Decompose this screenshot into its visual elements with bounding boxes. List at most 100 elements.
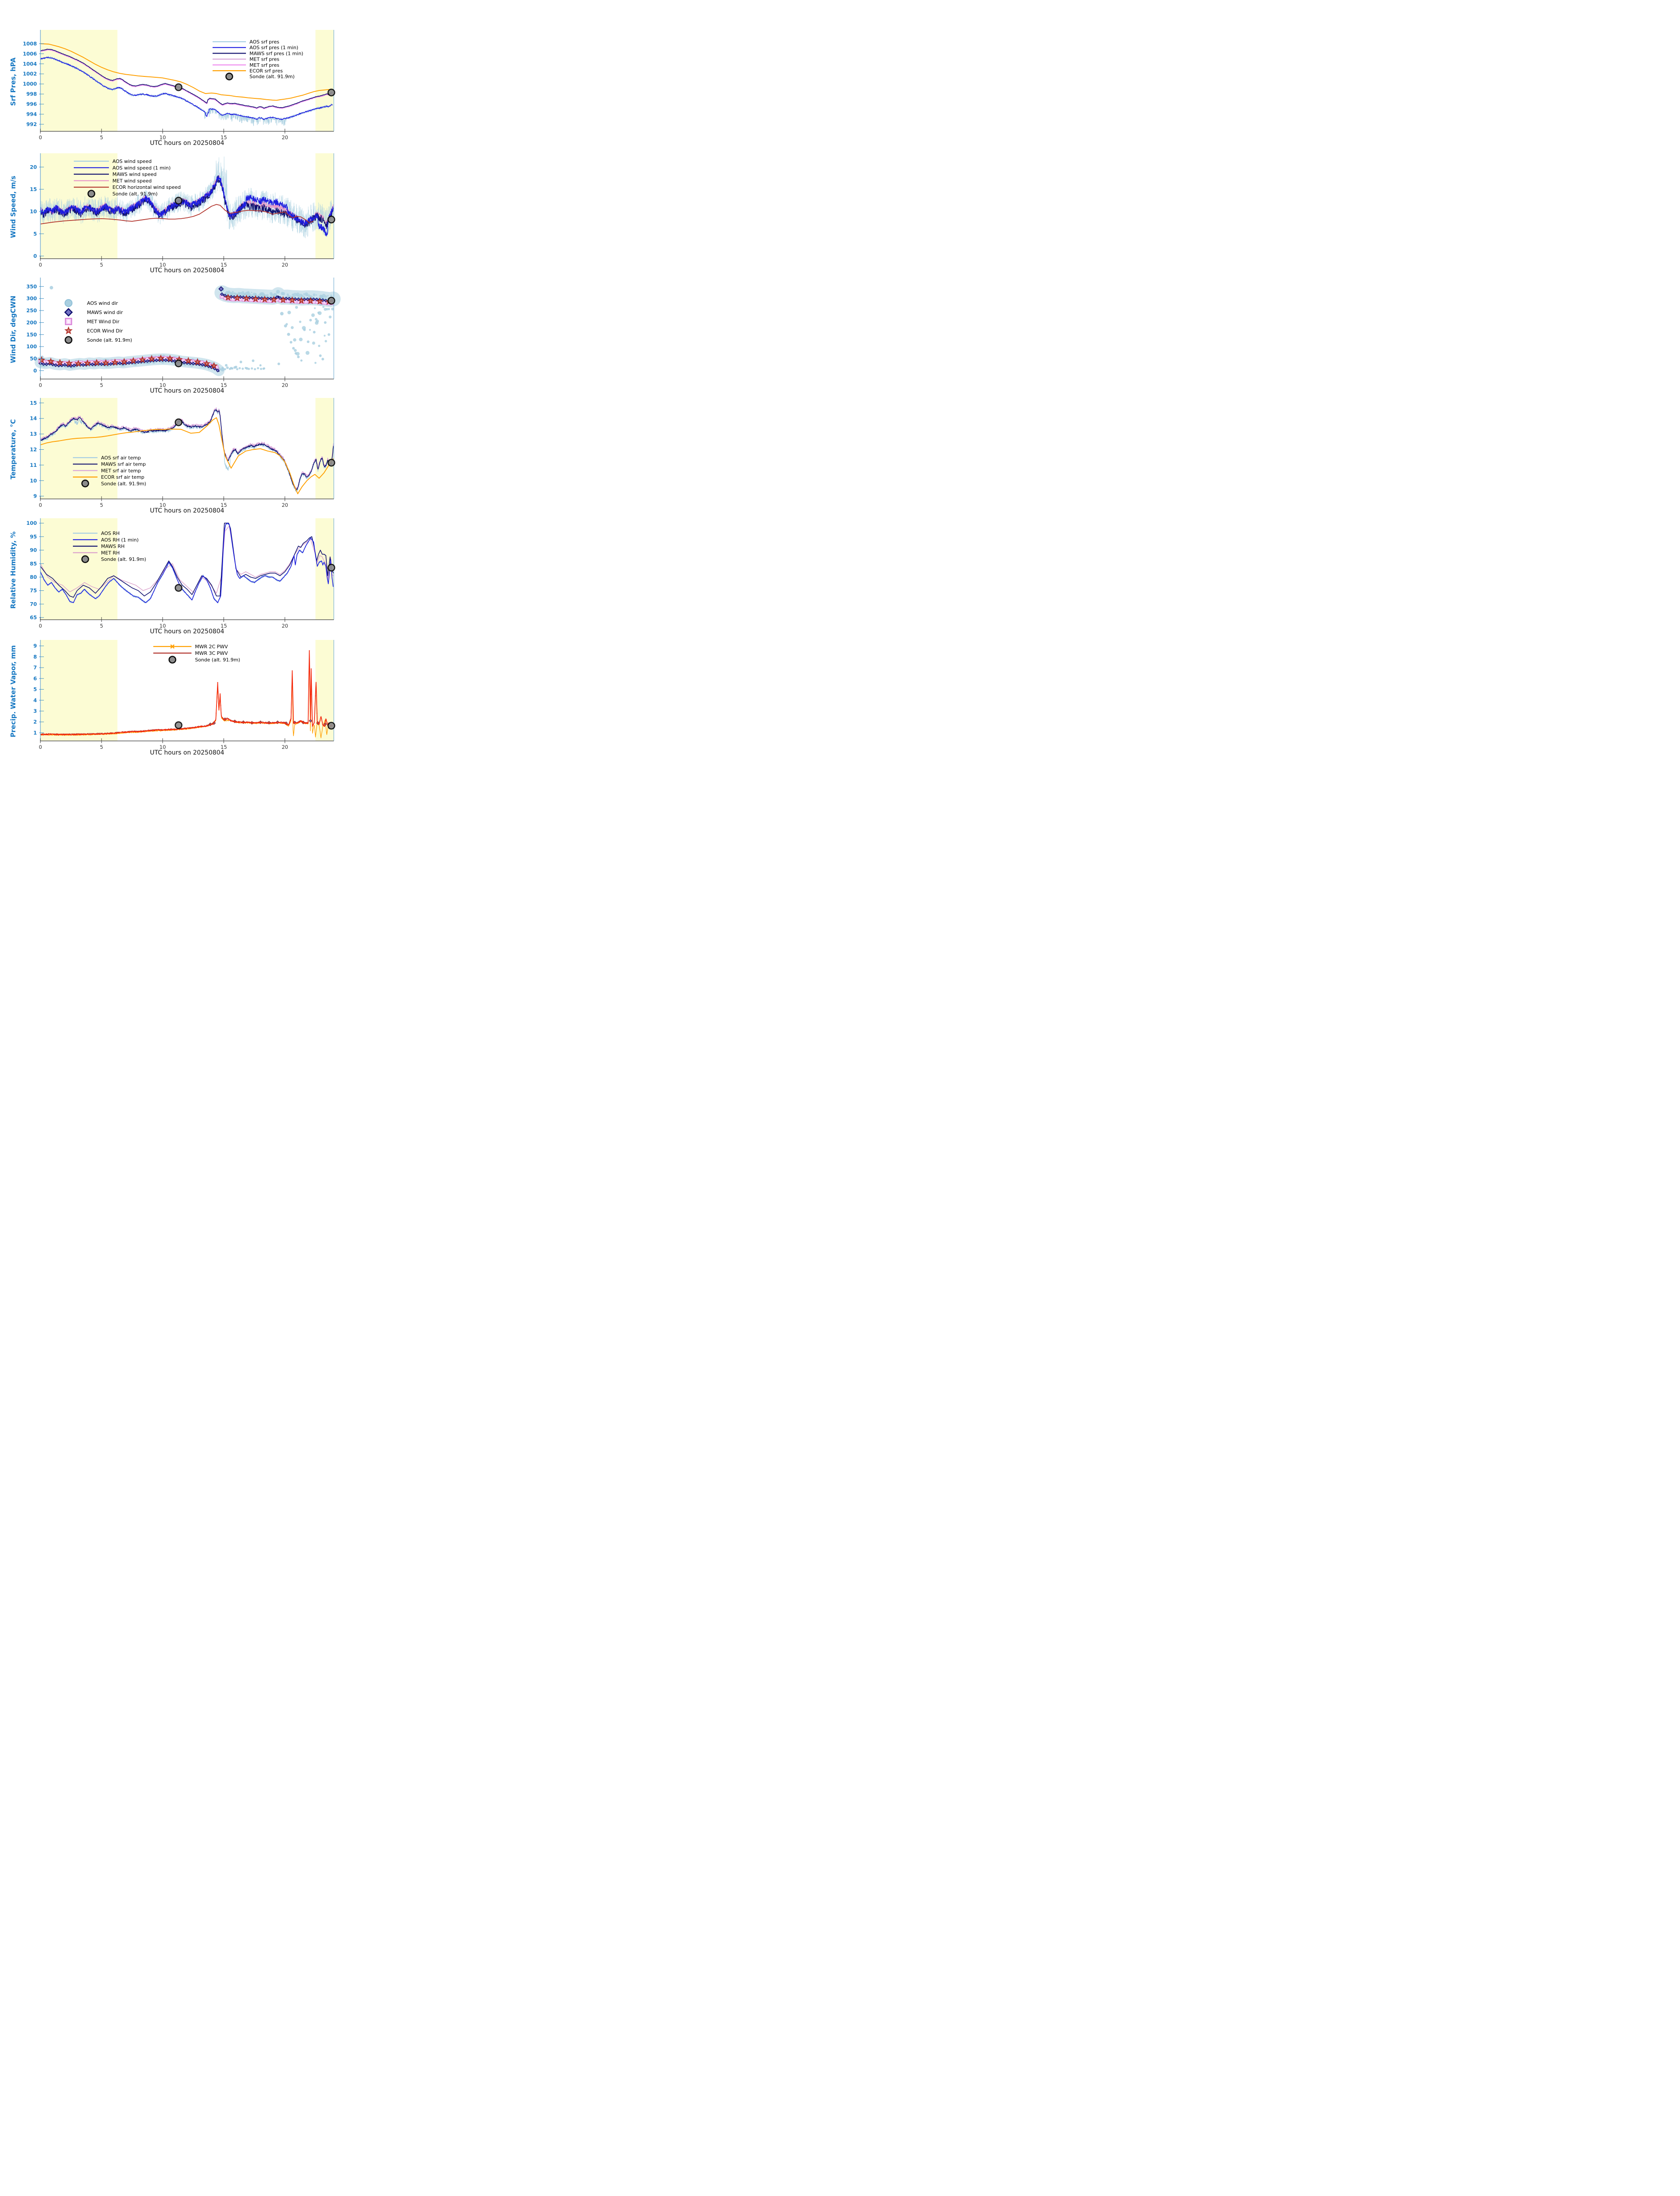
- sonde-data-point: [174, 418, 183, 426]
- y-tick-label: 70: [30, 601, 37, 607]
- x-tick-label: 15: [220, 502, 227, 508]
- x-tick-label: 20: [282, 744, 288, 750]
- AOS outliers: [303, 328, 306, 331]
- y-tick-label: 15: [30, 186, 37, 192]
- x-tick-label: 5: [100, 502, 103, 508]
- y-axis-label-pwv: Precip. Water Vapor, mm: [9, 645, 17, 737]
- legend-label: MAWS RH: [101, 544, 125, 549]
- shaded-band: [315, 30, 334, 131]
- AOS outliers: [287, 332, 290, 336]
- AOS outliers: [289, 341, 293, 344]
- legend-row-temperature-0: AOS srf air temp: [73, 455, 141, 461]
- sonde-marker-icon: [81, 555, 89, 563]
- y-tick-label: 100: [26, 520, 37, 526]
- AOS outliers: [307, 340, 310, 343]
- x-tick-label: 20: [282, 502, 288, 508]
- legend-label: Sonde (alt. 91.9m): [101, 481, 146, 487]
- legend-label: MAWS srf pres (1 min): [249, 51, 303, 56]
- x-axis-label-wind-speed: UTC hours on 20250804: [150, 267, 224, 274]
- y-tick-label: 4: [33, 697, 37, 703]
- y-tick-label: 2: [33, 719, 37, 725]
- legend-row-srf-pres-3: MET srf pres: [213, 57, 279, 62]
- x-tick-label: 10: [159, 262, 166, 268]
- AOS outliers: [50, 286, 54, 290]
- ECOR srf pres: [40, 43, 329, 101]
- y-tick-label: 95: [30, 534, 37, 540]
- circle-marker-icon: [65, 299, 72, 307]
- legend-label: MET srf pres: [249, 62, 279, 68]
- sonde-data-point: [327, 88, 336, 97]
- legend-row-pwv-1: MWR 3C PWV: [153, 650, 228, 656]
- y-tick-label: 15: [30, 400, 37, 406]
- legend-row-wind-dir-2: MET Wind Dir: [65, 318, 119, 325]
- legend-row-srf-pres-2: MAWS srf pres (1 min): [213, 51, 303, 56]
- legend-row-wind-speed-0: AOS wind speed: [74, 159, 152, 164]
- y-tick-label: 10: [30, 209, 37, 215]
- legend-label: MET srf pres: [249, 57, 279, 62]
- legend-label: ECOR srf air temp: [101, 474, 145, 480]
- x-axis-label-pwv: UTC hours on 20250804: [150, 749, 224, 756]
- AOS outliers: [319, 354, 322, 357]
- legend-row-temperature-3: ECOR srf air temp: [73, 474, 145, 480]
- AOS wind speed (1 min): [40, 176, 334, 237]
- legend-label: MAWS wind speed: [112, 172, 157, 177]
- AOS outliers: [262, 367, 265, 370]
- AOS low trail: [242, 367, 244, 370]
- y-tick-label: 11: [30, 462, 37, 468]
- figure-root: 992 994 996 998 1000 1002 1004 1006 1008 0 5 10 15 20…: [0, 0, 420, 782]
- legend-row-srf-pres-4: MET srf pres: [213, 62, 279, 68]
- AOS low trail: [236, 368, 238, 371]
- legend-row-wind-speed-5: Sonde (alt. 91.9m): [87, 190, 158, 198]
- sonde-data-point: [327, 563, 336, 572]
- x-tick-label: 15: [220, 134, 227, 141]
- legend-row-srf-pres-0: AOS srf pres: [213, 39, 279, 45]
- AOS outliers: [239, 361, 242, 364]
- x-tick-label: 10: [159, 623, 166, 629]
- x-tick-label: 0: [39, 134, 42, 141]
- legend-row-wind-speed-4: ECOR horizontal wind speed: [74, 184, 181, 190]
- AOS outliers: [235, 365, 238, 368]
- x-tick-label: 20: [282, 262, 288, 268]
- AOS outliers: [284, 324, 287, 328]
- sonde-marker-icon: [87, 190, 95, 198]
- x-tick-label: 5: [100, 744, 103, 750]
- MAWS srf pres (1 min): [40, 49, 333, 109]
- y-axis-label-wind-speed: Wind Speed, m/s: [9, 176, 17, 238]
- x-tick-label: 0: [39, 744, 42, 750]
- y-tick-label: 80: [30, 574, 37, 580]
- sonde-marker-icon: [81, 480, 89, 488]
- sonde-data-point: [327, 216, 336, 224]
- AOS outliers: [309, 318, 312, 321]
- x-axis-label-wind-dir: UTC hours on 20250804: [150, 387, 224, 394]
- AOS low trail: [219, 368, 221, 371]
- x-tick-label: 15: [220, 623, 227, 629]
- MET srf pres 2: [40, 49, 333, 109]
- sonde-data-point: [174, 359, 183, 368]
- sonde-marker-icon: [65, 336, 72, 344]
- AOS low trail: [238, 367, 241, 369]
- AOS outliers: [321, 358, 324, 361]
- sonde-marker-icon: [225, 72, 233, 80]
- x-marker-icon: [170, 644, 175, 649]
- legend-label: AOS wind speed (1 min): [112, 165, 171, 171]
- y-tick-label: 1008: [23, 40, 37, 47]
- legend-label: Sonde (alt. 91.9m): [195, 657, 240, 663]
- legend-label: ECOR srf pres: [249, 68, 283, 74]
- legend-label: AOS srf pres (1 min): [249, 45, 298, 51]
- x-tick-label: 10: [159, 744, 166, 750]
- legend-row-relative-humidity-2: MAWS RH: [73, 544, 125, 549]
- y-tick-label: 13: [30, 431, 37, 437]
- legend-row-temperature-2: MET srf air temp: [73, 468, 141, 473]
- y-tick-label: 14: [30, 415, 37, 422]
- y-tick-label: 7: [33, 665, 37, 671]
- AOS outliers: [246, 367, 249, 370]
- legend-row-relative-humidity-1: AOS RH (1 min): [73, 537, 139, 543]
- y-tick-label: 1000: [23, 81, 37, 87]
- y-tick-label: 100: [26, 343, 37, 350]
- sonde-data-point: [174, 83, 183, 91]
- y-tick-label: 1006: [23, 51, 37, 57]
- legend-label: Sonde (alt. 91.9m): [101, 556, 146, 562]
